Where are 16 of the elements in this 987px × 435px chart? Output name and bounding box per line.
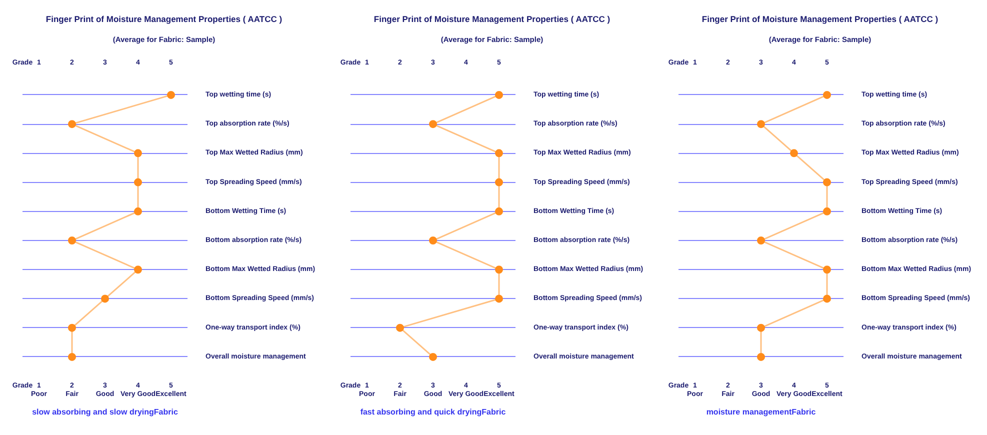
point (68, 120, 76, 128)
point (101, 294, 109, 303)
chart-title: Finger Print of Moisture Management Properties ( AATCC ) (702, 13, 938, 26)
chart-title: Finger Print of Moisture Management Properties ( AATCC ) (46, 13, 282, 26)
text: moisture managementFabric (706, 408, 816, 416)
text: fast absorbing and quick dryingFabric (360, 408, 506, 416)
text: slow absorbing and slow dryingFabric (32, 408, 178, 416)
point (68, 324, 76, 332)
point (134, 149, 142, 158)
point (68, 352, 76, 361)
chart-title: Finger Print of Moisture Management Properties ( AATCC ) (374, 13, 610, 26)
point (134, 178, 142, 186)
point (68, 236, 76, 245)
point (134, 266, 142, 274)
point (134, 207, 142, 216)
point (167, 90, 175, 99)
